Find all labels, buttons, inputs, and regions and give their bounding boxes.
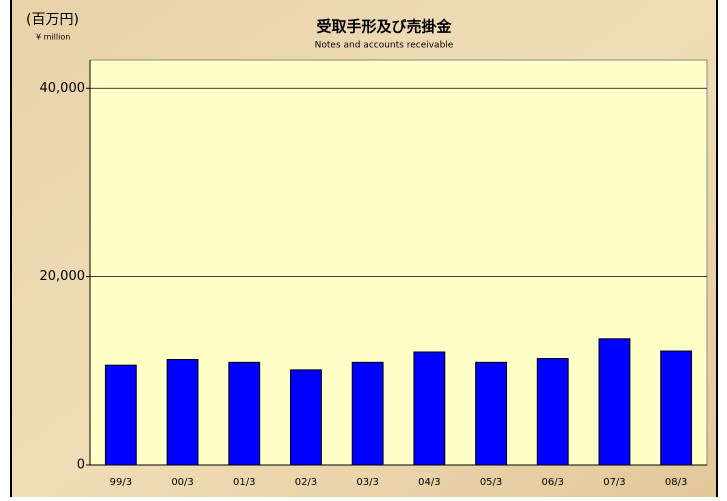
x-tick-label: 01/3 bbox=[233, 477, 255, 488]
bar bbox=[228, 361, 261, 466]
x-tick-label: 08/3 bbox=[665, 477, 687, 488]
x-tick-label: 99/3 bbox=[110, 477, 132, 488]
bar bbox=[475, 361, 507, 466]
x-tick-label: 00/3 bbox=[171, 477, 193, 488]
x-tick-label: 05/3 bbox=[480, 477, 502, 488]
x-tick-label: 04/3 bbox=[418, 477, 440, 488]
x-tick-label: 02/3 bbox=[295, 477, 317, 488]
x-tick-label: 06/3 bbox=[542, 477, 564, 488]
y-tick-label: 0 bbox=[77, 458, 85, 473]
x-tick-label: 03/3 bbox=[356, 477, 378, 488]
bar bbox=[536, 358, 569, 466]
y-tick-label: 20,000 bbox=[40, 269, 86, 284]
chart-subtitle: Notes and accounts receivable bbox=[315, 41, 454, 51]
unit-label: (百万円) bbox=[26, 12, 79, 28]
bar bbox=[598, 338, 631, 466]
x-tick-label: 07/3 bbox=[603, 477, 625, 488]
unit-label-en: ¥ million bbox=[36, 33, 70, 42]
y-tick-label: 40,000 bbox=[40, 81, 86, 96]
bar bbox=[104, 364, 137, 466]
chart-title: 受取手形及び売掛金 bbox=[316, 18, 452, 36]
bar bbox=[660, 350, 693, 466]
bar bbox=[351, 361, 384, 466]
bar bbox=[413, 351, 446, 466]
bar bbox=[290, 369, 322, 466]
bar bbox=[166, 359, 199, 466]
